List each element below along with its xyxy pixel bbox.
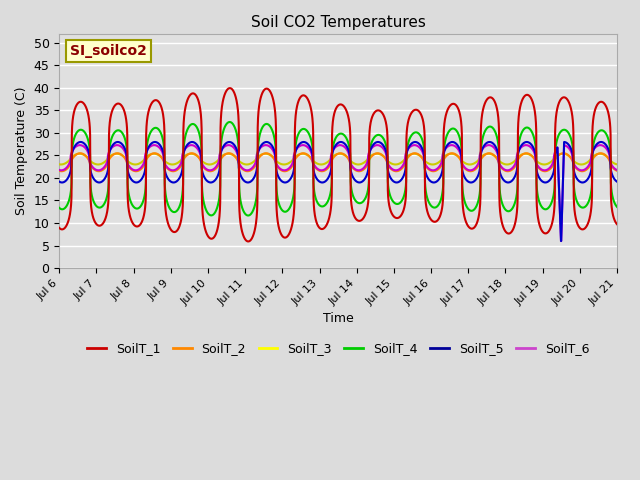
- Text: SI_soilco2: SI_soilco2: [70, 44, 147, 58]
- Y-axis label: Soil Temperature (C): Soil Temperature (C): [15, 87, 28, 215]
- Title: Soil CO2 Temperatures: Soil CO2 Temperatures: [251, 15, 426, 30]
- X-axis label: Time: Time: [323, 312, 353, 325]
- Legend: SoilT_1, SoilT_2, SoilT_3, SoilT_4, SoilT_5, SoilT_6: SoilT_1, SoilT_2, SoilT_3, SoilT_4, Soil…: [82, 337, 594, 360]
